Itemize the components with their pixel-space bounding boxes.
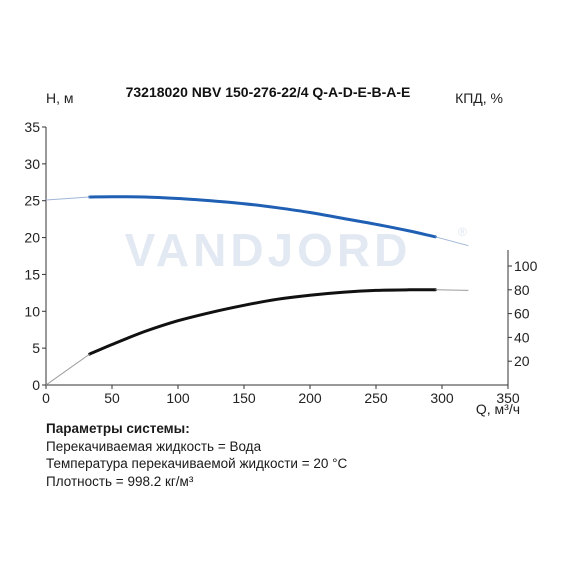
x-axis-label: Q, м³/ч xyxy=(476,401,520,417)
right-tick-label: 40 xyxy=(514,329,530,345)
right-tick-label: 80 xyxy=(514,282,530,298)
x-tick-label: 150 xyxy=(232,390,256,406)
chart-title: 73218020 NBV 150-276-22/4 Q-A-D-E-B-A-E xyxy=(126,84,411,100)
pump-performance-chart: VANDJORD ® 73218020 NBV 150-276-22/4 Q-A… xyxy=(24,84,537,417)
left-tick-label: 25 xyxy=(24,193,40,209)
efficiency-extension-end xyxy=(435,289,469,291)
param-temperature: Температура перекачиваемой жидкости = 20… xyxy=(46,456,348,471)
efficiency-extension-start xyxy=(45,353,90,386)
x-tick-label: 200 xyxy=(298,390,322,406)
axes xyxy=(42,126,512,389)
x-tick-label: 50 xyxy=(104,390,120,406)
head-operating-line xyxy=(88,195,437,239)
watermark-logo: VANDJORD xyxy=(125,224,412,276)
system-parameters: Параметры системы: Перекачиваемая жидкос… xyxy=(46,420,347,490)
left-tick-label: 0 xyxy=(32,377,40,393)
x-tick-label: 0 xyxy=(42,390,50,406)
head-extension-end xyxy=(435,236,469,247)
param-liquid: Перекачиваемая жидкость = Вода xyxy=(46,438,262,454)
left-axis-label: H, м xyxy=(46,90,74,106)
x-tick-label: 250 xyxy=(364,390,388,406)
right-tick-label: 100 xyxy=(514,258,538,274)
x-tick-label: 100 xyxy=(166,390,190,406)
left-tick-label: 10 xyxy=(24,303,40,319)
x-tick-label: 300 xyxy=(430,390,454,406)
series-lines xyxy=(45,195,469,386)
left-tick-label: 30 xyxy=(24,156,40,172)
left-tick-label: 5 xyxy=(32,340,40,356)
right-axis-label: КПД, % xyxy=(455,90,503,106)
left-tick-label: 20 xyxy=(24,230,40,246)
x-tick-label: 350 xyxy=(496,390,520,406)
left-tick-label: 35 xyxy=(24,119,40,135)
efficiency-operating-line xyxy=(88,288,437,356)
watermark-registered-mark: ® xyxy=(458,225,467,239)
param-density: Плотность = 998.2 кг/м³ xyxy=(46,473,194,489)
head-extension-start xyxy=(45,196,90,201)
right-tick-label: 20 xyxy=(514,353,530,369)
params-heading: Параметры системы: xyxy=(46,421,190,436)
left-tick-label: 15 xyxy=(24,266,40,282)
right-tick-label: 60 xyxy=(514,306,530,322)
